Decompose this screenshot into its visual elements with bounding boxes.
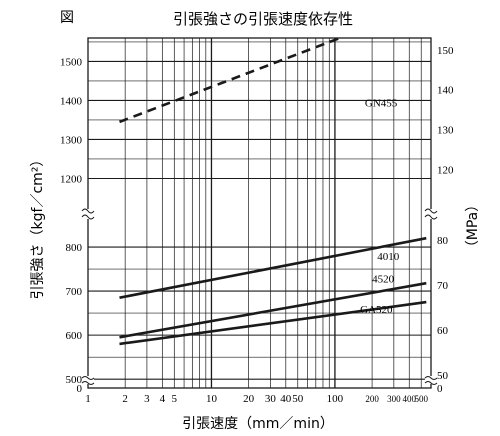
y-tick-label: 600 [66, 330, 83, 342]
y2-tick-label: 50 [437, 370, 449, 382]
x-tick-label: 4 [160, 393, 166, 405]
x-tick-label: 1 [85, 393, 91, 405]
y2-tick-label: 80 [437, 235, 449, 247]
axis-break-marks [81, 208, 438, 385]
x-tick-label: 5 [172, 393, 178, 405]
vertical-gridlines [124, 38, 432, 388]
left-origin-break-icon [81, 376, 95, 385]
series-label-4520: 4520 [372, 273, 395, 285]
horizontal-gridlines [88, 41, 431, 380]
chart-title: 引張強さの引張速度依存性 [173, 10, 353, 28]
x-tick-label: 50 [292, 393, 304, 405]
series-line-4010 [119, 236, 427, 299]
axis-break-gap [425, 376, 437, 384]
y-tick-label: 1200 [60, 173, 83, 185]
y2-tick-label: 130 [437, 124, 454, 136]
x-axis-label: 引張速度（mm／min） [182, 416, 334, 432]
y2-origin-label: 0 [437, 383, 443, 395]
y-origin-label: 0 [77, 383, 83, 395]
x-tick-label: 500 [414, 394, 428, 404]
x-tick-label: 40 [280, 393, 292, 405]
series-line-gn455 [119, 36, 341, 124]
tick-labels: 1 2 3 4 5 10 20 30 40 50 100 200 300 4005005006007008… [60, 45, 454, 405]
axis-break-gap [82, 209, 94, 219]
axis-break-gap [82, 376, 94, 384]
x-tick-label: 100 [327, 393, 344, 405]
y-tick-label: 500 [66, 374, 83, 386]
y2-tick-label: 60 [437, 325, 449, 337]
y-axis-label: 引張強さ（kgf／cm²） [30, 153, 46, 300]
series-label-gn455: GN455 [365, 97, 398, 109]
y-tick-label: 1300 [60, 134, 83, 146]
y-tick-label: 800 [66, 242, 83, 254]
y-tick-label: 1500 [60, 56, 83, 68]
y2-axis-label: （MPa） [465, 198, 481, 254]
x-tick-label: 20 [243, 393, 255, 405]
y2-tick-label: 120 [437, 164, 454, 176]
right-origin-break-icon [424, 376, 438, 385]
x-tick-label: 2 [122, 393, 128, 405]
y-tick-label: 1400 [60, 95, 83, 107]
y2-tick-label: 150 [437, 45, 454, 57]
right-axis-break-icon [424, 208, 438, 220]
x-tick-label: 10 [206, 393, 218, 405]
series-label-4010: 4010 [377, 251, 400, 263]
x-tick-label: 30 [265, 393, 277, 405]
y2-tick-label: 140 [437, 85, 454, 97]
series-line-ga520 [119, 300, 427, 346]
left-axis-break-icon [81, 208, 95, 220]
series-label-ga520: GA520 [360, 304, 393, 316]
y2-tick-label: 70 [437, 280, 449, 292]
y-tick-label: 700 [66, 286, 83, 298]
series-layer: GN455 4010 4520 GA520 [119, 36, 427, 346]
x-tick-label: 200 [365, 394, 379, 404]
figure-label: 図 [60, 10, 74, 26]
x-tick-label: 400 [403, 394, 417, 404]
x-tick-label: 300 [387, 394, 401, 404]
x-tick-label: 3 [144, 393, 150, 405]
series-line-4520 [119, 281, 427, 339]
axis-break-gap [425, 209, 437, 219]
